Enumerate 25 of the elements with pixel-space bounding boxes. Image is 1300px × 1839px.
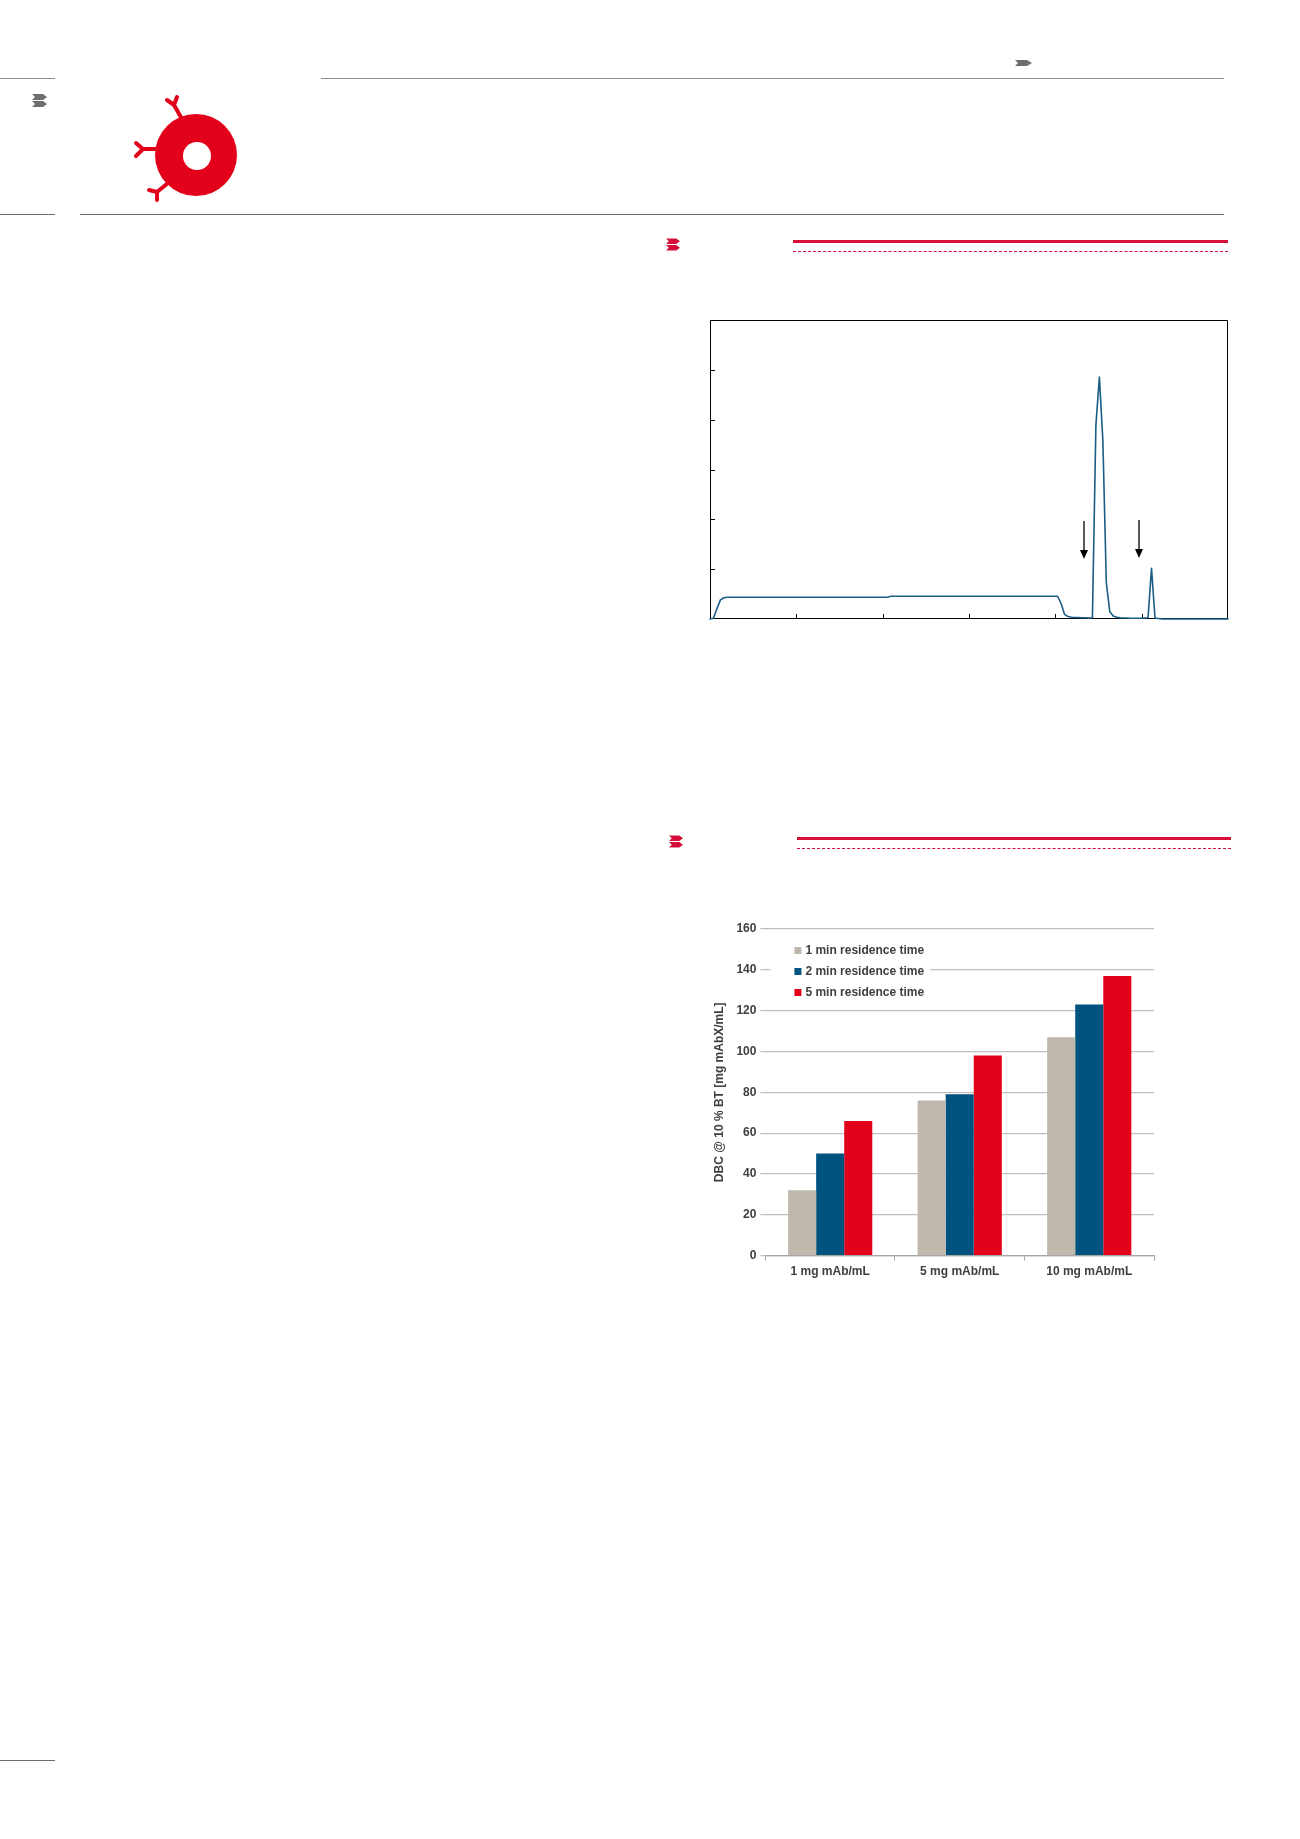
bar [844, 1120, 873, 1255]
x-tick-label: 1 mg mAb/mL [790, 1264, 870, 1279]
bar [917, 1100, 946, 1255]
bar [973, 1055, 1002, 1255]
y-tick-label: 20 [743, 1207, 757, 1222]
y-tick-label: 0 [749, 1247, 757, 1262]
legend-label: 1 min residence time [805, 942, 925, 957]
y-axis-title: DBC @ 10 % BT [mg mAbX/mL] [711, 1002, 726, 1183]
bar [1075, 1004, 1104, 1255]
bar [945, 1094, 974, 1255]
y-tick-label: 100 [736, 1043, 757, 1058]
bar [788, 1190, 817, 1255]
y-tick-label: 160 [736, 921, 757, 936]
y-tick-label: 140 [736, 962, 757, 977]
x-tick-label: 5 mg mAb/mL [920, 1264, 1000, 1279]
bar [1103, 975, 1132, 1255]
y-tick-label: 60 [743, 1125, 757, 1140]
legend-label: 5 min residence time [805, 984, 925, 999]
x-tick-label: 10 mg mAb/mL [1046, 1264, 1133, 1279]
y-tick-label: 40 [743, 1166, 757, 1181]
bar [1047, 1037, 1076, 1255]
bar [816, 1153, 845, 1255]
legend-label: 2 min residence time [805, 963, 925, 978]
y-tick-label: 80 [743, 1084, 757, 1099]
y-tick-label: 120 [736, 1002, 757, 1017]
